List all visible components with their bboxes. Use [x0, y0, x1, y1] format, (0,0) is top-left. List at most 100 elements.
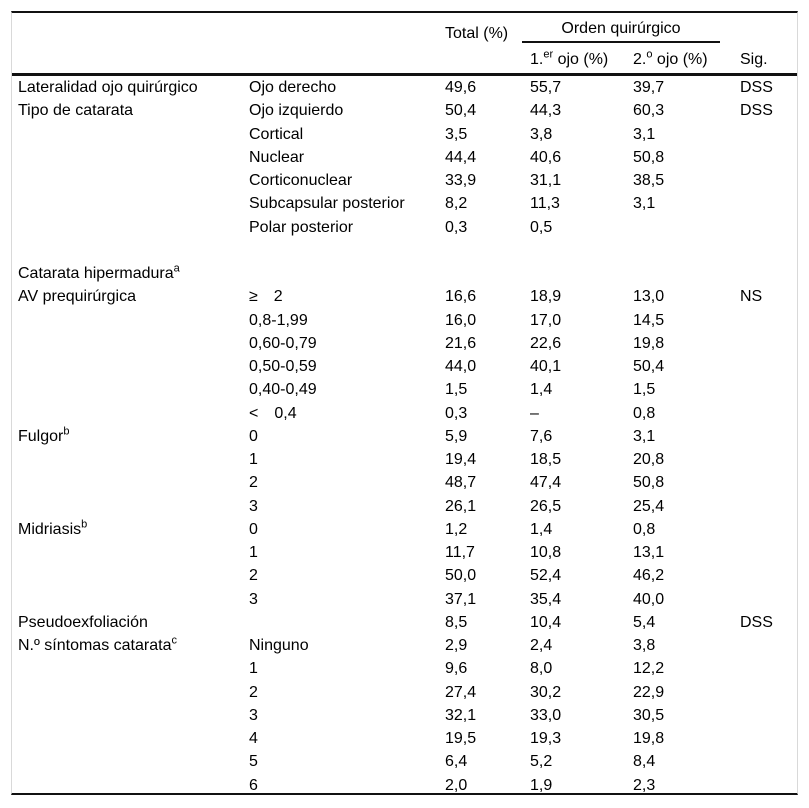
- sig-cell: [740, 192, 797, 215]
- table-frame: Total (%) Orden quirúrgico 1.er ojo (%) …: [11, 11, 798, 795]
- table-row: Catarata hipermaduraa: [12, 262, 797, 285]
- orden-group-label: Orden quirúrgico: [561, 20, 681, 37]
- first-eye-cell: 7,6: [530, 427, 553, 445]
- second-eye-cell: 46,2: [633, 567, 665, 585]
- first-eye-cell: 18,9: [530, 288, 562, 306]
- header-spacer-left: [12, 13, 445, 47]
- first-eye-header-rest: ojo (%): [553, 51, 609, 68]
- first-eye-cell: 2,4: [530, 637, 553, 654]
- first-eye-cell: 1,4: [530, 520, 553, 538]
- first-eye-cell: 52,4: [530, 567, 562, 585]
- category-cell: [12, 355, 249, 378]
- subcategory-cell: 2: [249, 474, 258, 492]
- category-label: Pseudoexfoliación: [18, 613, 148, 631]
- table-row: Lateralidad ojo quirúrgico Ojo derecho 4…: [12, 75, 797, 100]
- category-cell: [12, 495, 249, 518]
- category-cell: Catarata hipermaduraa: [12, 262, 249, 285]
- first-eye-cell: 11,3: [530, 195, 560, 213]
- first-eye-cell: 44,3: [530, 102, 562, 120]
- total-column-header: Total (%): [445, 25, 509, 42]
- subcategory-cell: Ojo derecho: [249, 79, 337, 96]
- sig-cell: [740, 495, 797, 518]
- total-cell: 8,2: [445, 195, 468, 213]
- second-eye-cell: 3,1: [633, 195, 656, 213]
- subcategory-cell: [249, 239, 445, 262]
- sig-cell: [740, 378, 797, 401]
- total-cell: 6,4: [445, 753, 468, 771]
- sig-cell: [740, 727, 797, 750]
- sig-cell: DSS: [740, 102, 773, 120]
- first-eye-cell: [530, 239, 633, 262]
- first-eye-header-sup: er: [543, 48, 554, 61]
- second-eye-cell: 22,9: [633, 683, 665, 701]
- sig-header: Sig.: [740, 47, 797, 76]
- table-row: 6 2,0 1,9 2,3: [12, 774, 797, 797]
- total-cell: 19,4: [445, 451, 477, 468]
- second-eye-cell: 30,5: [633, 706, 665, 724]
- subcategory-cell: 0,8-1,99: [249, 311, 308, 329]
- category-cell: AV prequirúrgica: [12, 285, 249, 308]
- sig-cell: [740, 564, 797, 587]
- total-cell: 26,1: [445, 497, 477, 515]
- second-eye-cell: 2,3: [633, 776, 656, 794]
- total-cell: 48,7: [445, 474, 477, 492]
- footnote-marker: b: [63, 425, 70, 438]
- header-row-1: Total (%) Orden quirúrgico: [12, 13, 797, 47]
- first-eye-cell: 40,6: [530, 148, 562, 166]
- first-eye-header: 1.er ojo (%): [530, 47, 633, 76]
- first-eye-cell: 17,0: [530, 311, 562, 329]
- sig-cell: [740, 402, 797, 425]
- category-cell: Fulgorb: [12, 425, 249, 448]
- subcategory-cell: 0,60-0,79: [249, 334, 317, 352]
- first-eye-cell: 47,4: [530, 474, 562, 492]
- subcategory-cell: 1: [249, 660, 258, 678]
- second-eye-cell: 40,0: [633, 590, 665, 608]
- category-cell: [12, 192, 249, 215]
- table-body: Lateralidad ojo quirúrgico Ojo derecho 4…: [12, 75, 797, 797]
- first-eye-cell: 19,3: [530, 730, 562, 747]
- second-eye-cell: 3,8: [633, 637, 656, 654]
- category-cell: [12, 681, 249, 704]
- second-eye-cell: 19,8: [633, 730, 665, 747]
- header-spacer-right: [740, 13, 797, 47]
- second-eye-header: 2.o ojo (%): [633, 47, 740, 76]
- category-cell: [12, 750, 249, 773]
- second-eye-cell: 20,8: [633, 451, 665, 468]
- first-eye-cell: 0,5: [530, 218, 553, 236]
- sig-cell: [740, 123, 797, 146]
- category-cell: Lateralidad ojo quirúrgico: [12, 75, 249, 100]
- sig-cell: [740, 169, 797, 192]
- subcategory-cell: 3: [249, 497, 258, 515]
- sig-cell: [740, 448, 797, 471]
- subcategory-cell: Nuclear: [249, 148, 305, 166]
- category-cell: [12, 774, 249, 797]
- sig-cell: [740, 471, 797, 494]
- subcategory-cell: 3: [249, 590, 258, 608]
- table-row: Nuclear 44,4 40,6 50,8: [12, 146, 797, 169]
- category-label: Fulgor: [18, 427, 64, 445]
- table-row: N.º síntomas cataratac Ninguno 2,9 2,4 3…: [12, 634, 797, 657]
- table-row: 0,60-0,79 21,6 22,6 19,8: [12, 332, 797, 355]
- table-row: < 0,4 0,3 – 0,8: [12, 402, 797, 425]
- category-cell: [12, 448, 249, 471]
- subcategory-cell: Ojo izquierdo: [249, 102, 344, 120]
- total-cell: 50,0: [445, 567, 477, 585]
- total-cell: 0,3: [445, 218, 468, 236]
- table-row: Corticonuclear 33,9 31,1 38,5: [12, 169, 797, 192]
- table-row: Polar posterior 0,3 0,5: [12, 216, 797, 239]
- orden-group-underline: Orden quirúrgico: [522, 20, 720, 43]
- total-cell: 21,6: [445, 334, 477, 352]
- subcategory-cell: 0,40-0,49: [249, 381, 317, 399]
- category-label: Tipo de catarata: [18, 102, 134, 120]
- footnote-marker: b: [81, 518, 88, 531]
- second-eye-cell: 14,5: [633, 311, 665, 329]
- category-label: N.º síntomas catarata: [18, 637, 172, 654]
- total-cell: 44,4: [445, 148, 477, 166]
- total-cell: 8,5: [445, 613, 468, 631]
- subcategory-cell: 0: [249, 427, 258, 445]
- subcategory-cell: Cortical: [249, 125, 304, 143]
- second-eye-cell: 0,8: [633, 404, 656, 422]
- subcategory-cell: Ninguno: [249, 637, 309, 654]
- second-eye-cell: 8,4: [633, 753, 656, 771]
- first-eye-cell: 55,7: [530, 79, 562, 96]
